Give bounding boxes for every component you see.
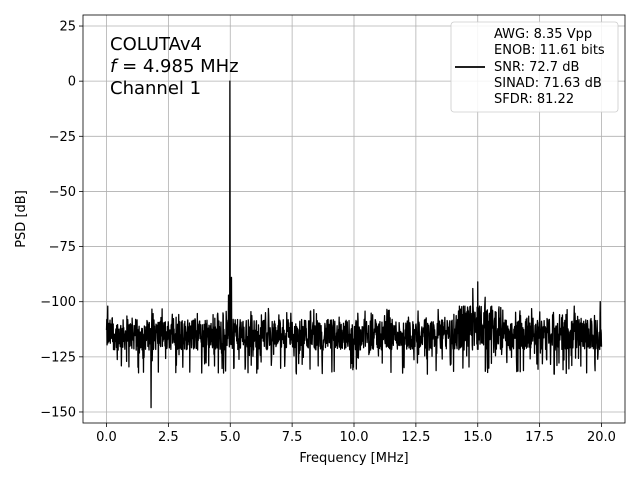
legend-entry-snr: SNR: 72.7 dB xyxy=(494,60,579,75)
series-layer xyxy=(105,80,603,409)
legend-entry-awg: AWG: 8.35 Vpp xyxy=(494,27,592,42)
annotation: COLUTAv4 f = 4.985 MHz Channel 1 xyxy=(110,34,239,99)
x-axis-label: Frequency [MHz] xyxy=(299,451,408,466)
y-axis-ticks: 25 0 −25 −50 −75 −100 −125 −150 xyxy=(40,20,83,420)
x-tick-label: 17.5 xyxy=(525,430,554,445)
legend-box xyxy=(450,21,619,113)
x-tick-label: 12.5 xyxy=(401,430,430,445)
annotation-channel: Channel 1 xyxy=(110,78,201,99)
y-axis-label: PSD [dB] xyxy=(14,190,29,248)
y-tick-label: 25 xyxy=(59,20,76,35)
y-tick-label: −50 xyxy=(49,185,76,200)
x-tick-label: 10.0 xyxy=(340,430,369,445)
y-tick-label: −100 xyxy=(40,295,76,310)
y-tick-label: −125 xyxy=(40,350,76,365)
x-axis-ticks: 0.0 2.5 5.0 7.5 10.0 12.5 15.0 17.5 20.0 xyxy=(96,423,616,445)
x-tick-label: 20.0 xyxy=(587,430,616,445)
legend-entry-enob: ENOB: 11.61 bits xyxy=(494,43,605,58)
legend: AWG: 8.35 Vpp ENOB: 11.61 bits SNR: 72.7… xyxy=(450,21,619,113)
annotation-f-symbol: f xyxy=(110,56,119,77)
psd-series-line xyxy=(105,80,603,409)
x-tick-label: 0.0 xyxy=(96,430,117,445)
annotation-device: COLUTAv4 xyxy=(110,34,202,55)
grid xyxy=(83,15,625,423)
legend-entry-sinad: SINAD: 71.63 dB xyxy=(494,76,602,91)
y-tick-label: −75 xyxy=(49,240,76,255)
x-tick-label: 7.5 xyxy=(282,430,303,445)
x-tick-label: 5.0 xyxy=(220,430,241,445)
legend-entry-sfdr: SFDR: 81.22 xyxy=(494,92,574,107)
y-tick-label: −25 xyxy=(49,130,76,145)
y-tick-label: 0 xyxy=(68,75,76,90)
x-tick-label: 15.0 xyxy=(463,430,492,445)
x-tick-label: 2.5 xyxy=(158,430,179,445)
y-tick-label: −150 xyxy=(40,405,76,420)
annotation-frequency: f = 4.985 MHz xyxy=(110,56,239,77)
annotation-frequency-value: = 4.985 MHz xyxy=(116,56,238,77)
